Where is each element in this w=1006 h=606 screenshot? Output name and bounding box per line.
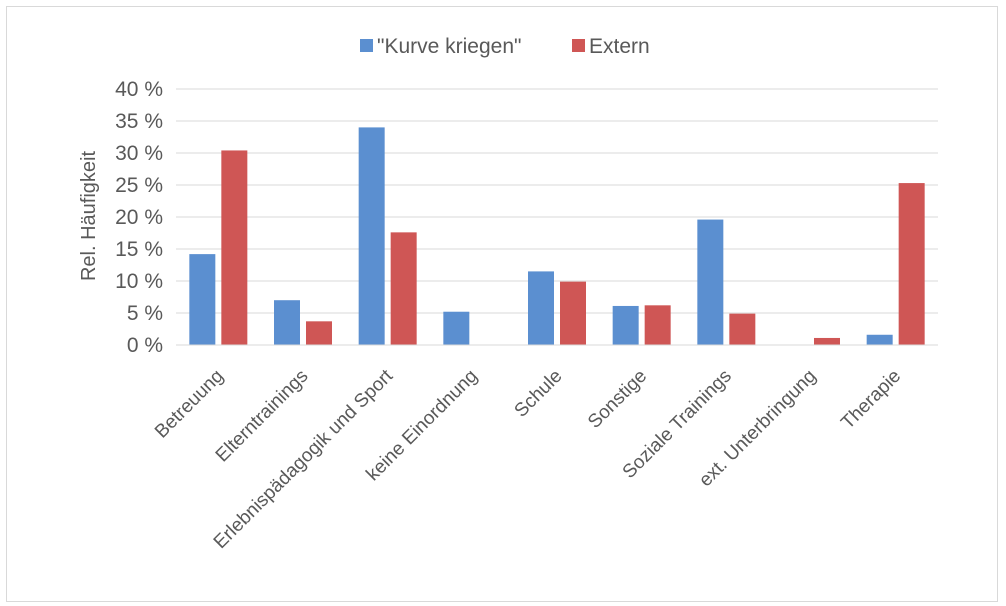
legend: "Kurve kriegen" Extern [360,35,650,58]
legend-label: "Kurve kriegen" [377,35,521,58]
y-tick-label: 0 % [127,334,163,357]
y-axis-ticks: 0 % 5 % 10 % 15 % 20 % 25 % 30 % 35 % 40 % [115,78,163,357]
bar [528,271,554,345]
bar [274,300,300,345]
legend-label: Extern [589,35,650,58]
x-category-label: Betreuung [151,366,228,443]
gridlines [176,88,938,314]
bar [189,254,216,345]
bar [443,311,470,345]
bar [221,150,248,345]
y-tick-label: 5 % [127,302,163,325]
bar [390,232,417,345]
bar [612,305,639,345]
bar [358,127,385,346]
legend-swatch [360,39,373,52]
y-tick-label: 10 % [115,270,163,293]
x-category-label: Therapie [837,366,905,434]
y-tick-label: 30 % [115,142,163,165]
bar [729,313,756,345]
y-tick-label: 35 % [115,110,163,133]
y-axis-label: Rel. Häufigkeit [78,151,100,282]
bar [306,321,332,345]
y-tick-label: 40 % [115,78,163,101]
bar [866,334,893,345]
x-category-label: Sonstige [584,366,651,433]
y-tick-label: 20 % [115,206,163,229]
y-tick-label: 25 % [115,174,163,197]
bar [697,219,724,345]
bar [814,337,840,345]
bar [644,305,671,345]
chart-frame [6,6,998,602]
y-tick-label: 15 % [115,238,163,261]
bars [189,127,925,346]
x-category-label: Schule [511,366,567,422]
x-category-label: Erlebnispädagogik und Sport [210,365,398,553]
x-axis-category-labels: BetreuungElterntrainingsErlebnispädagogi… [151,365,905,553]
bar [898,183,925,345]
legend-swatch [572,39,585,52]
bar [560,281,586,345]
